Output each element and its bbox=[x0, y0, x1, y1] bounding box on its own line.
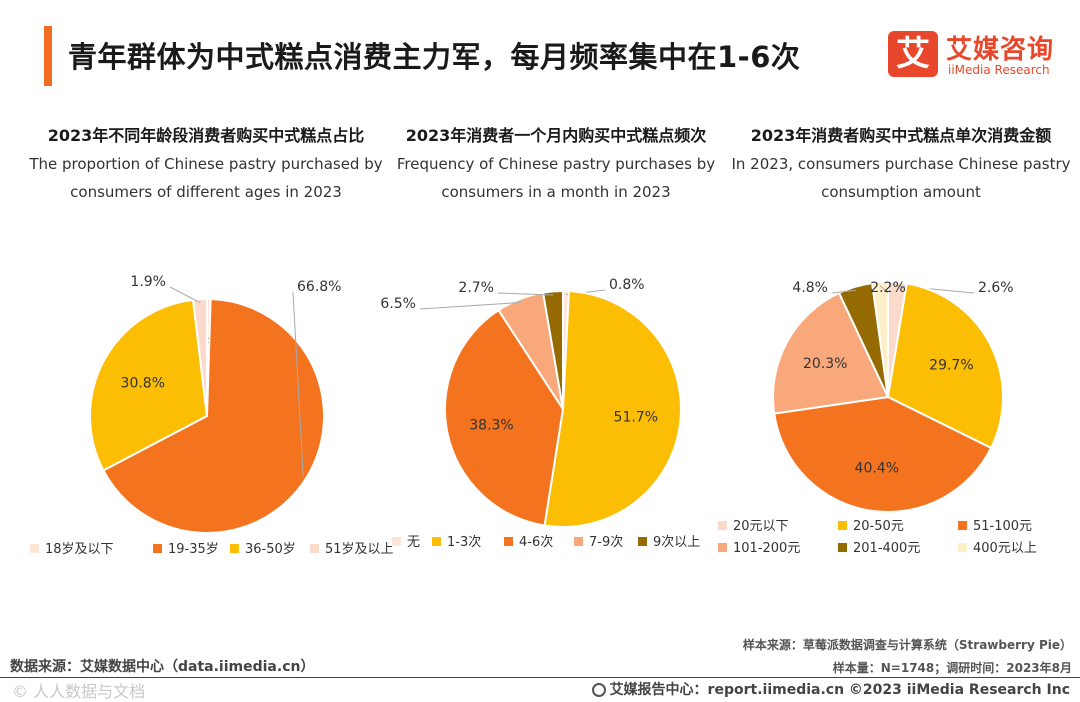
legend1-item-3: 51岁及以上 bbox=[310, 538, 394, 557]
legend3-item-4: 201-400元 bbox=[838, 537, 920, 556]
pie-1: 0.5%66.8%30.8%1.9% bbox=[89, 274, 341, 534]
legend-label: 20-50元 bbox=[853, 519, 904, 534]
pie3-label-1: 29.7% bbox=[929, 357, 973, 373]
pie2-slice-1[interactable] bbox=[543, 290, 682, 528]
report-center-text: 艾媒报告中心：report.iimedia.cn ©2023 iiMedia R… bbox=[609, 682, 1070, 698]
pie1-leader-3 bbox=[169, 286, 201, 304]
chart3-title: 2023年消费者购买中式糕点单次消费金额 bbox=[750, 126, 1052, 145]
pie3-slice-2[interactable] bbox=[773, 395, 993, 513]
legend3-item-1: 20-50元 bbox=[838, 515, 904, 534]
legend2-item-4: 9次以上 bbox=[638, 531, 700, 550]
legend2-item-3: 7-9次 bbox=[574, 531, 623, 550]
pie2-label-0: 0.8% bbox=[609, 277, 645, 293]
logo-en-text: iiMedia Research bbox=[948, 63, 1050, 77]
chart1-subtitle: The proportion of Chinese pastry purchas… bbox=[29, 155, 383, 201]
title-accent-bar bbox=[44, 26, 52, 86]
legend1-item-0: 18岁及以下 bbox=[30, 538, 114, 557]
pie3-leader-4 bbox=[831, 289, 857, 294]
sample-size-note: 样本量：N=1748；调研时间：2023年8月 bbox=[832, 661, 1072, 675]
legend3-item-5: 400元以上 bbox=[958, 537, 1037, 556]
legend2-item-1: 1-3次 bbox=[432, 531, 481, 550]
pie3-label-4: 4.8% bbox=[792, 280, 828, 296]
pie1-slice-3[interactable] bbox=[191, 297, 208, 417]
pie2-leader-3 bbox=[419, 301, 522, 310]
legend-swatch bbox=[838, 521, 847, 530]
legend-label: 7-9次 bbox=[589, 535, 624, 550]
pie1-label-2: 30.8% bbox=[121, 375, 165, 391]
pie3-leader-5 bbox=[879, 285, 889, 294]
legend-swatch bbox=[718, 521, 727, 530]
sample-source-note: 样本来源：草莓派数据调查与计算系统（Strawberry Pie） bbox=[742, 638, 1072, 652]
pie2-leader-4 bbox=[497, 292, 554, 296]
pie2-label-2: 38.3% bbox=[469, 417, 513, 433]
legend-label: 9次以上 bbox=[653, 535, 701, 550]
pie3-label-5: 2.2% bbox=[870, 280, 906, 296]
pie-3: 2.6% 29.7% 40.4% 20.3% 4.8% 2.2% bbox=[772, 280, 1014, 513]
pie3-label-3: 20.3% bbox=[803, 356, 847, 372]
legend-label: 19-35岁 bbox=[168, 542, 219, 557]
pie1-slice-2[interactable] bbox=[89, 298, 209, 472]
pie3-slice-1[interactable] bbox=[886, 282, 1004, 450]
chart2-subtitle: Frequency of Chinese pastry purchases by… bbox=[396, 155, 716, 201]
report-center: 艾媒报告中心：report.iimedia.cn ©2023 iiMedia R… bbox=[591, 679, 1070, 699]
pie1-slice-1[interactable] bbox=[102, 298, 325, 534]
legend-swatch bbox=[838, 543, 847, 552]
legend-label: 51-100元 bbox=[973, 519, 1033, 534]
pie2-slice-4[interactable] bbox=[541, 289, 564, 410]
legend-label: 4-6次 bbox=[519, 535, 554, 550]
legend-label: 20元以下 bbox=[733, 519, 789, 534]
pie3-label-0: 2.6% bbox=[978, 280, 1014, 296]
page-title: 青年群体为中式糕点消费主力军，每月频率集中在1-6次 bbox=[68, 40, 801, 74]
legend1-item-1: 19-35岁 bbox=[153, 538, 219, 557]
pie-2: 0.8% 51.7% 38.3% 6.5% 2.7% bbox=[380, 277, 682, 528]
pie2-label-3: 6.5% bbox=[380, 296, 416, 312]
chart3-subtitle: In 2023, consumers purchase Chinese past… bbox=[731, 155, 1071, 201]
logo-cn-text: 艾媒咨询 bbox=[946, 35, 1055, 65]
pie2-label-4: 2.7% bbox=[458, 280, 494, 296]
pie3-slice-3[interactable] bbox=[772, 291, 890, 415]
legend2-item-0: 无 bbox=[392, 531, 420, 550]
chart2-title: 2023年消费者一个月内购买中式糕点频次 bbox=[405, 126, 707, 145]
pie2-label-1: 51.7% bbox=[614, 410, 658, 426]
legend-swatch bbox=[30, 544, 39, 553]
pie1-label-3: 1.9% bbox=[130, 274, 166, 290]
legend-label: 1-3次 bbox=[447, 535, 482, 550]
legend2-item-2: 4-6次 bbox=[504, 531, 553, 550]
legend-swatch bbox=[504, 537, 513, 546]
pie3-label-2: 40.4% bbox=[855, 460, 899, 476]
data-source: 数据来源：艾媒数据中心（data.iimedia.cn） bbox=[10, 659, 315, 675]
footer-divider bbox=[0, 677, 1080, 678]
legend-label: 101-200元 bbox=[733, 541, 801, 556]
watermark: © 人人数据与文档 bbox=[12, 682, 146, 701]
legend-label: 51岁及以上 bbox=[325, 542, 394, 557]
legend-swatch bbox=[574, 537, 583, 546]
legend-label: 201-400元 bbox=[853, 541, 921, 556]
legend-swatch bbox=[432, 537, 441, 546]
pie1-leader-1 bbox=[292, 291, 304, 477]
legend-swatch bbox=[718, 543, 727, 552]
iimedia-logo: 艾 艾媒咨询 iiMedia Research bbox=[888, 27, 1063, 81]
legend-swatch bbox=[958, 543, 967, 552]
legend-label: 400元以上 bbox=[973, 541, 1037, 556]
legend-swatch bbox=[310, 544, 319, 553]
legend1-item-2: 36-50岁 bbox=[230, 538, 296, 557]
legend3-item-2: 51-100元 bbox=[958, 515, 1032, 534]
legend3-item-0: 20元以下 bbox=[718, 515, 789, 534]
globe-icon bbox=[591, 683, 606, 697]
legend-label: 18岁及以下 bbox=[45, 542, 114, 557]
legend-swatch bbox=[638, 537, 647, 546]
chart1-title: 2023年不同年龄段消费者购买中式糕点占比 bbox=[47, 126, 365, 145]
legend-swatch bbox=[230, 544, 239, 553]
legend-swatch bbox=[153, 544, 162, 553]
pie3-slice-5[interactable] bbox=[871, 280, 889, 398]
logo-mark-icon: 艾 bbox=[888, 31, 938, 77]
legend-swatch bbox=[958, 521, 967, 530]
legend3-item-3: 101-200元 bbox=[718, 537, 800, 556]
legend-label: 36-50岁 bbox=[245, 542, 296, 557]
pie1-label-1: 66.8% bbox=[297, 279, 341, 295]
legend-swatch bbox=[392, 537, 401, 546]
legend-label: 无 bbox=[407, 535, 421, 550]
